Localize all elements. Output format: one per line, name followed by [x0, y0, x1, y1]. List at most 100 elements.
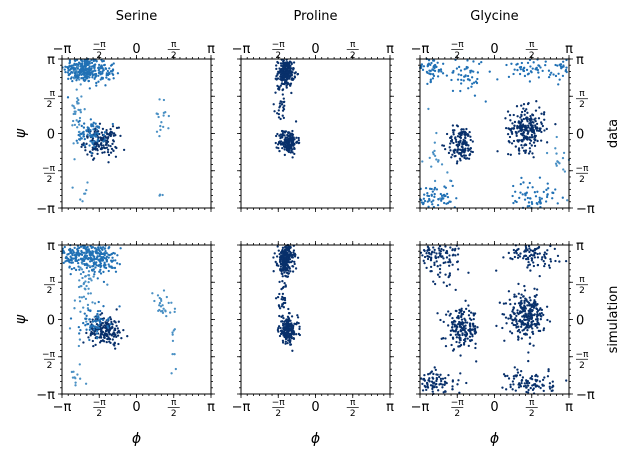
scatter-point [484, 100, 487, 103]
scatter-point [540, 197, 543, 200]
scatter-point [169, 311, 172, 314]
scatter-point [95, 319, 98, 322]
scatter-point [525, 313, 528, 316]
scatter-point [454, 137, 457, 140]
scatter-point [528, 142, 532, 145]
scatter-point [551, 197, 554, 200]
scatter-point [283, 271, 286, 274]
scatter-point [471, 140, 474, 143]
scatter-point [111, 125, 115, 128]
scatter-point [458, 333, 461, 336]
scatter-point [95, 332, 98, 335]
scatter-point [73, 158, 76, 161]
scatter-point [101, 318, 105, 322]
scatter-point [81, 70, 85, 73]
scatter-point [476, 71, 480, 74]
scatter-point [465, 127, 468, 131]
scatter-point [463, 75, 466, 78]
panel-serine-simulation-bottom-tick-label-minus-half-pi-denominator: 2 [96, 409, 102, 419]
scatter-point [297, 321, 300, 325]
panel-serine-simulation-points [61, 243, 177, 387]
scatter-point [439, 377, 443, 381]
scatter-point [464, 327, 467, 330]
scatter-point [535, 373, 538, 377]
scatter-point [451, 263, 454, 266]
scatter-point [430, 187, 433, 191]
scatter-point [87, 277, 91, 280]
scatter-point [430, 61, 433, 65]
scatter-point [523, 382, 526, 385]
scatter-point [427, 373, 430, 376]
scatter-point [111, 69, 115, 72]
scatter-point [467, 157, 471, 160]
scatter-point [286, 136, 289, 139]
scatter-point [85, 247, 88, 250]
scatter-point [519, 296, 522, 299]
scatter-point [278, 307, 282, 310]
scatter-point [289, 136, 293, 139]
scatter-point [289, 327, 292, 330]
panel-serine-simulation-left-tick-label-half-pi: π2 [44, 275, 56, 296]
scatter-point [548, 320, 552, 323]
scatter-point [527, 322, 530, 325]
scatter-point [78, 338, 82, 341]
scatter-point [448, 254, 451, 257]
scatter-point [439, 271, 442, 274]
panel-proline-data-top-tick-label-pi: π [386, 42, 394, 57]
scatter-point [158, 301, 162, 305]
scatter-point [480, 60, 483, 64]
scatter-point [504, 126, 508, 130]
scatter-point [96, 277, 99, 280]
scatter-point [457, 148, 460, 151]
scatter-point [68, 59, 72, 62]
scatter-point [101, 256, 104, 260]
scatter-point [526, 249, 529, 252]
scatter-point [82, 72, 85, 76]
scatter-point [553, 247, 556, 251]
scatter-point [288, 66, 292, 70]
scatter-point [113, 266, 117, 270]
scatter-point [77, 130, 81, 134]
scatter-point [523, 318, 526, 321]
scatter-point [501, 313, 504, 316]
scatter-point [542, 328, 545, 332]
scatter-point [459, 89, 462, 93]
scatter-point [547, 75, 551, 79]
scatter-point [466, 66, 469, 69]
scatter-point [96, 309, 100, 313]
scatter-point [439, 192, 442, 196]
scatter-point [93, 145, 96, 148]
panel-glycine-simulation-right-tick-label-minus-pi: −π [576, 388, 595, 403]
scatter-point [544, 60, 547, 63]
panel-proline-data-top-tick-label-minus-pi: −π [232, 42, 251, 57]
scatter-point [537, 76, 540, 79]
scatter-point [513, 251, 516, 254]
scatter-point [102, 133, 106, 137]
scatter-point [67, 68, 70, 72]
scatter-point [534, 120, 537, 123]
scatter-point [79, 310, 82, 313]
scatter-point [488, 70, 491, 73]
scatter-point [80, 71, 83, 74]
scatter-point [274, 77, 277, 80]
scatter-point [104, 84, 107, 87]
scatter-point [451, 184, 454, 187]
scatter-point [520, 325, 523, 328]
scatter-point [73, 299, 77, 302]
scatter-point [467, 78, 470, 81]
scatter-point [63, 245, 66, 249]
scatter-point [87, 79, 91, 83]
scatter-point [111, 142, 114, 146]
scatter-point [562, 168, 565, 171]
scatter-point [535, 380, 538, 383]
scatter-point [87, 270, 91, 273]
scatter-point [517, 328, 521, 332]
scatter-point [100, 138, 103, 141]
scatter-point [284, 136, 287, 139]
scatter-point [118, 305, 121, 308]
scatter-point [287, 254, 291, 258]
scatter-point [99, 268, 102, 271]
scatter-point [552, 191, 555, 195]
scatter-point [79, 111, 83, 114]
scatter-point [422, 377, 426, 381]
